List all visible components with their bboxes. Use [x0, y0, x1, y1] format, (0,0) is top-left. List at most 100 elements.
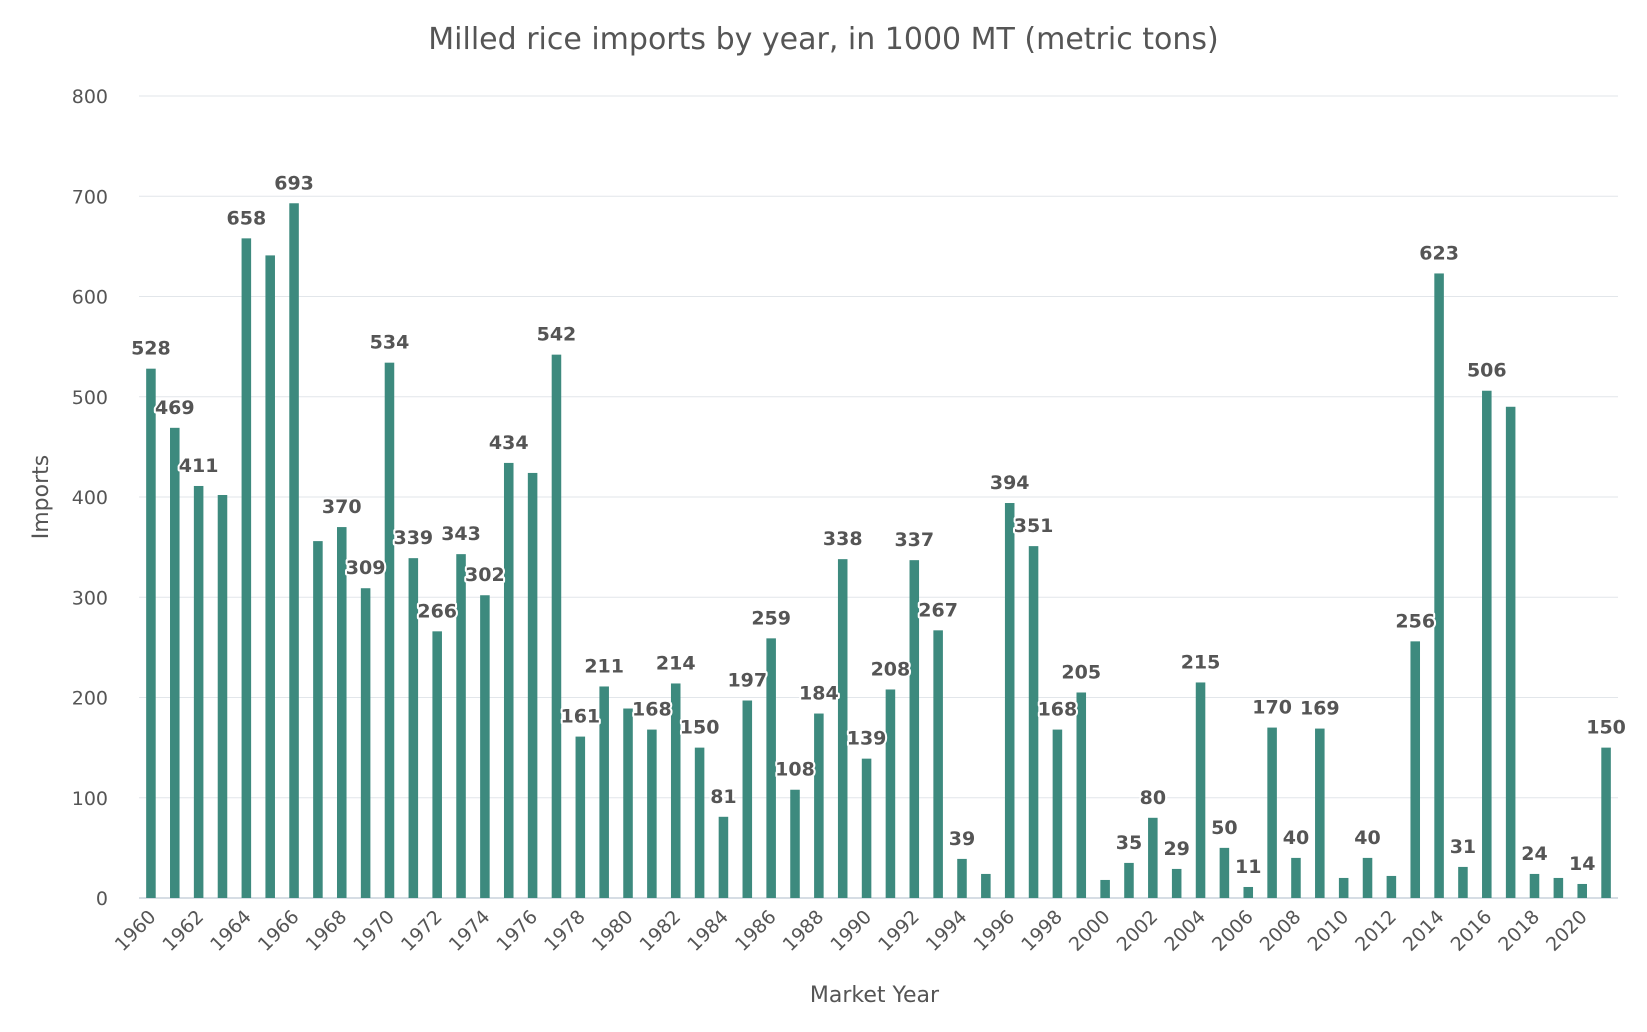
chart-title: Milled rice imports by year, in 1000 MT …: [428, 22, 1219, 57]
data-label: 411: [179, 455, 219, 477]
y-tick-label: 300: [72, 587, 108, 609]
data-label: 528: [131, 338, 171, 360]
bar: [1410, 641, 1421, 898]
bar: [1028, 546, 1039, 898]
bar: [599, 686, 609, 898]
data-label: 214: [656, 652, 696, 674]
bar: [885, 689, 896, 898]
x-tick-label: 1986: [731, 906, 781, 956]
y-tick-label: 200: [72, 688, 108, 710]
data-label: 81: [710, 786, 736, 808]
bar: [456, 554, 466, 898]
data-label: 80: [1140, 787, 1166, 809]
data-label: 205: [1061, 661, 1101, 683]
data-label: 150: [1586, 717, 1626, 739]
x-tick-label: 1970: [349, 906, 399, 956]
data-label: 339: [393, 527, 433, 549]
bar: [432, 631, 442, 898]
x-tick-label: 2016: [1447, 906, 1497, 956]
data-label: 351: [1014, 515, 1054, 537]
bar: [1243, 886, 1254, 898]
x-tick-label: 1998: [1017, 906, 1067, 956]
bar: [742, 700, 753, 898]
bar: [1434, 273, 1444, 898]
y-tick-label: 600: [72, 287, 108, 309]
bar: [1577, 883, 1587, 898]
bar: [814, 713, 824, 898]
x-tick-label: 2020: [1542, 906, 1592, 956]
x-tick-label: 1966: [254, 906, 304, 956]
bar: [1338, 877, 1349, 898]
bar: [718, 816, 729, 898]
y-tick-label: 400: [72, 487, 108, 509]
bar: [193, 485, 204, 898]
bar: [265, 255, 275, 898]
bar: [1171, 868, 1182, 898]
data-label: 161: [560, 706, 600, 728]
bar: [1482, 390, 1492, 898]
data-label: 50: [1211, 817, 1237, 839]
bar: [1195, 682, 1206, 898]
x-axis: 1960196219641966196819701972197419761978…: [111, 906, 1592, 956]
bar: [1386, 875, 1397, 898]
x-tick-label: 1990: [826, 906, 876, 956]
bar: [861, 758, 872, 898]
data-label: 434: [489, 432, 529, 454]
data-label: 168: [1038, 699, 1078, 721]
bar: [790, 789, 800, 898]
x-tick-label: 2000: [1065, 906, 1115, 956]
bar: [551, 354, 562, 898]
y-tick-label: 700: [72, 186, 108, 208]
bar: [647, 729, 657, 898]
data-label: 29: [1163, 838, 1189, 860]
data-label: 370: [322, 496, 362, 518]
data-label: 14: [1569, 853, 1595, 875]
data-label: 337: [894, 529, 934, 551]
y-tick-label: 800: [72, 86, 108, 108]
data-label: 170: [1252, 697, 1292, 719]
data-label: 208: [871, 658, 911, 680]
data-label: 506: [1467, 360, 1507, 382]
data-label: 184: [799, 683, 839, 705]
bar: [313, 541, 323, 898]
data-label: 31: [1450, 836, 1476, 858]
bar: [289, 203, 299, 898]
bar: [981, 873, 991, 898]
x-tick-label: 2006: [1208, 906, 1258, 956]
x-tick-label: 2002: [1113, 906, 1163, 956]
x-tick-label: 2018: [1494, 906, 1544, 956]
data-label: 197: [727, 670, 767, 692]
bar: [360, 588, 371, 898]
bar: [1291, 857, 1301, 898]
x-tick-label: 1988: [779, 906, 829, 956]
bar: [1601, 747, 1611, 898]
data-label: 256: [1395, 610, 1435, 632]
data-label: 267: [918, 599, 958, 621]
x-tick-label: 1974: [445, 906, 495, 956]
y-axis: 0 100 200 300 400 500 600 700 800: [72, 86, 108, 910]
bar: [1505, 406, 1516, 898]
bar: [1076, 692, 1087, 898]
x-axis-title: Market Year: [810, 983, 940, 1008]
bars: [146, 203, 1611, 899]
x-tick-label: 1964: [206, 906, 256, 956]
data-label: 169: [1300, 698, 1340, 720]
bar: [909, 560, 920, 898]
bar: [217, 494, 228, 898]
bar: [1362, 857, 1373, 898]
x-tick-label: 2004: [1160, 906, 1210, 956]
x-tick-label: 1984: [683, 906, 733, 956]
data-label: 623: [1419, 242, 1459, 264]
data-label: 338: [823, 528, 863, 550]
x-tick-label: 1982: [636, 906, 686, 956]
x-tick-label: 1968: [302, 906, 352, 956]
data-label: 11: [1235, 856, 1261, 878]
data-label: 343: [441, 523, 481, 545]
bar: [1267, 727, 1277, 898]
bar: [408, 558, 419, 898]
y-tick-label: 100: [72, 788, 108, 810]
bar: [1458, 866, 1468, 898]
y-tick-label: 500: [72, 387, 108, 409]
